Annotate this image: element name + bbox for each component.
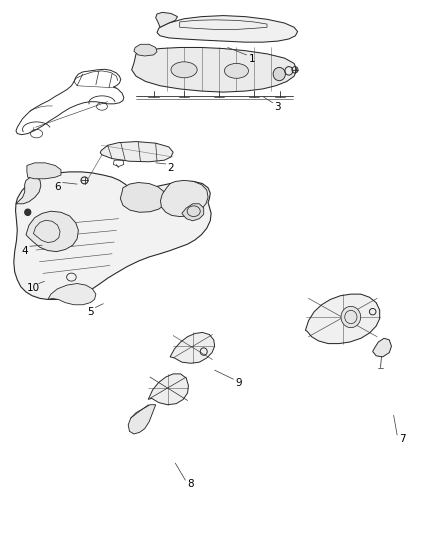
Polygon shape [155, 12, 177, 27]
Polygon shape [134, 44, 157, 56]
Ellipse shape [341, 306, 360, 328]
Polygon shape [182, 204, 204, 221]
Ellipse shape [224, 63, 248, 78]
Text: 7: 7 [399, 434, 406, 445]
Polygon shape [373, 338, 392, 357]
Polygon shape [160, 180, 208, 216]
Text: 10: 10 [27, 283, 40, 293]
Polygon shape [128, 405, 155, 434]
Ellipse shape [171, 62, 197, 78]
Text: 3: 3 [275, 102, 281, 112]
Text: 8: 8 [187, 480, 194, 489]
Polygon shape [16, 177, 41, 204]
Polygon shape [100, 142, 173, 162]
Polygon shape [305, 294, 380, 344]
Polygon shape [26, 211, 78, 252]
Polygon shape [148, 374, 188, 405]
Text: 1: 1 [248, 54, 255, 64]
Text: 2: 2 [168, 163, 174, 173]
Polygon shape [48, 284, 96, 305]
Text: 9: 9 [235, 378, 242, 389]
Polygon shape [27, 163, 61, 179]
Polygon shape [14, 172, 211, 300]
Text: 6: 6 [54, 182, 61, 192]
Polygon shape [170, 333, 215, 364]
Ellipse shape [273, 67, 286, 80]
Text: 4: 4 [21, 246, 28, 255]
Polygon shape [132, 47, 297, 92]
Text: 5: 5 [87, 306, 93, 317]
Polygon shape [120, 182, 166, 212]
Polygon shape [157, 15, 297, 42]
Ellipse shape [25, 209, 31, 215]
